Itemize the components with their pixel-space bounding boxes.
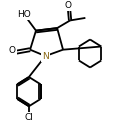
Text: O: O <box>9 46 16 55</box>
Text: HO: HO <box>17 10 31 19</box>
Text: O: O <box>64 1 71 10</box>
Text: Cl: Cl <box>25 113 33 122</box>
Text: N: N <box>42 52 49 61</box>
